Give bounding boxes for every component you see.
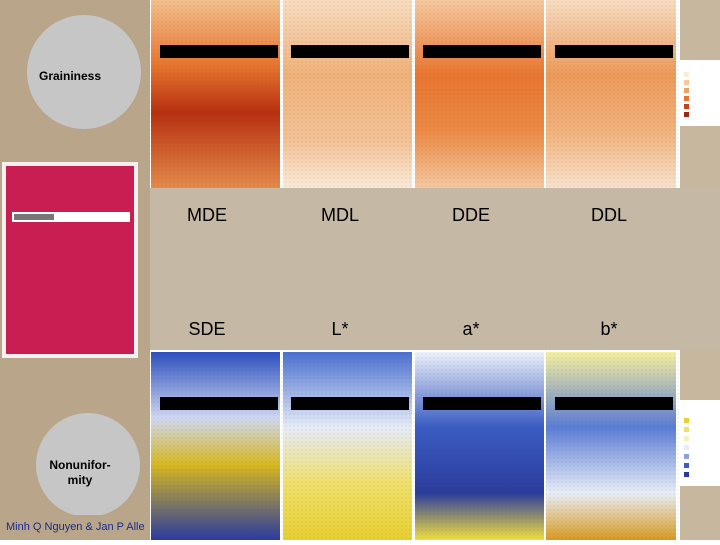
heatmap-grid [150,350,680,540]
image-strip [12,212,130,222]
barcode [14,214,54,220]
bar-mask [423,45,541,58]
label-band [150,188,720,350]
legend-swatches [684,72,689,117]
bottom-heatmaps [150,350,720,540]
metric-labels: MDE MDL DDE DDL SDE L* a* b* [187,205,627,339]
metric-label: DDE [452,205,490,225]
image [6,166,134,354]
metric-label: DDL [591,205,627,225]
legend-swatches [684,418,689,477]
metric-label: L* [331,319,348,339]
bar-mask [160,397,278,410]
legend-box [680,400,720,486]
footer-band [0,515,150,540]
heatmap-grid [150,0,680,188]
circle-label: mity [68,473,93,487]
metric-label: MDE [187,205,227,225]
metric-label: SDE [188,319,225,339]
bar-mask [423,397,541,410]
circle-label: Graininess [39,69,101,83]
bar-mask [555,45,673,58]
metric-label: a* [462,319,479,339]
circle [36,413,140,517]
bar-mask [555,397,673,410]
bar-mask [160,45,278,58]
circle-label: Nonunifor- [49,458,110,472]
sample-image [2,162,138,358]
metric-label: MDL [321,205,359,225]
top-heatmaps [150,0,720,188]
bar-mask [291,45,409,58]
footer: Minh Q Nguyen & Jan P Alle [6,521,145,533]
metric-label: b* [600,319,617,339]
circle [27,15,141,129]
bar-mask [291,397,409,410]
